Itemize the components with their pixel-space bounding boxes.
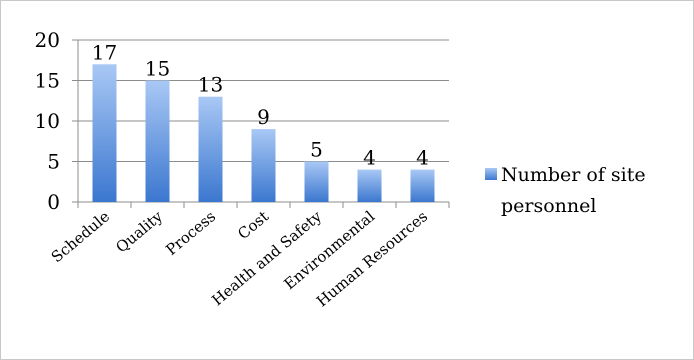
data-label: 9 [257,105,270,129]
category-label: Cost [234,207,272,243]
bar [304,161,329,202]
bar [357,169,382,202]
bar [410,169,435,202]
y-tick-label: 20 [35,28,60,52]
legend-label-line1: Number of site [501,164,646,186]
category-label: Schedule [48,207,113,266]
bar [145,80,170,202]
data-label: 4 [416,146,429,170]
data-label: 4 [363,146,376,170]
bars [92,64,435,202]
data-label: 15 [145,57,170,81]
y-tick-label: 15 [35,69,60,93]
data-labels: 17 15 13 9 5 4 4 [92,40,429,169]
data-label: 5 [310,138,323,162]
category-label: Process [162,207,219,259]
y-tick-label: 5 [47,150,60,174]
y-tick-labels: 0 5 10 15 20 [35,28,60,214]
bar [198,96,223,202]
bar [251,129,276,202]
legend-swatch [485,168,497,180]
legend: Number of site personnel [485,164,646,217]
category-label: Quality [112,207,166,256]
y-tick-label: 0 [47,190,60,214]
bar [92,64,117,202]
legend-label-line2: personnel [501,195,596,217]
category-label: Environmental [280,207,378,293]
data-label: 13 [198,73,223,97]
y-tick-label: 10 [35,109,60,133]
data-label: 17 [92,40,117,64]
